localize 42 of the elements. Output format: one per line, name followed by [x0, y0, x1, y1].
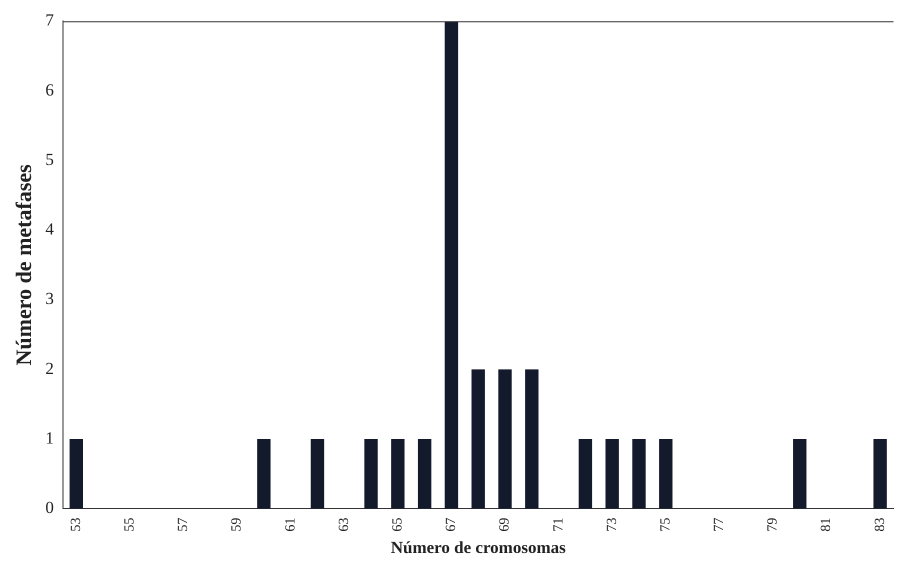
- bar: [472, 369, 485, 509]
- y-tick-label: 6: [45, 80, 54, 100]
- bar: [605, 438, 619, 509]
- y-tick-label: 3: [45, 289, 54, 308]
- x-tick-label: 73: [604, 518, 620, 532]
- y-tick-label: 0: [45, 498, 54, 518]
- x-tick-label: 65: [390, 518, 406, 532]
- bar: [873, 438, 887, 509]
- x-tick-label: 79: [766, 518, 781, 532]
- bar: [444, 21, 458, 509]
- y-tick-label: 7: [45, 10, 54, 30]
- y-tick-label: 5: [45, 150, 54, 169]
- x-tick-label: 57: [176, 518, 192, 532]
- x-tick-label: 55: [122, 518, 138, 532]
- bar: [391, 438, 405, 509]
- bar: [525, 369, 539, 509]
- bar: [418, 438, 432, 509]
- x-tick-label: 69: [498, 518, 513, 532]
- y-tick-label: 2: [45, 358, 54, 378]
- bar: [364, 438, 378, 509]
- x-tick-label: 71: [551, 518, 566, 532]
- bar: [70, 438, 83, 509]
- bar: [632, 438, 646, 509]
- x-tick-label: 81: [819, 518, 834, 532]
- x-tick-label: 75: [658, 518, 674, 532]
- x-axis-title: Número de cromosomas: [390, 538, 566, 558]
- y-axis-title: Número de metafases: [10, 164, 36, 366]
- bar: [310, 438, 324, 509]
- x-tick-label: 67: [444, 518, 460, 532]
- bar: [257, 438, 271, 509]
- x-tick-label: 63: [336, 518, 352, 532]
- y-tick-label: 1: [45, 428, 54, 448]
- x-tick-label: 59: [230, 518, 245, 532]
- x-tick-label: 77: [712, 518, 728, 532]
- y-tick-label: 4: [45, 220, 54, 239]
- x-tick-label: 83: [872, 518, 888, 532]
- bar: [659, 438, 672, 509]
- bar: [498, 369, 512, 509]
- x-tick-label: 61: [283, 518, 298, 532]
- bar: [793, 438, 806, 509]
- x-tick-label: 53: [68, 518, 84, 532]
- bar: [578, 438, 592, 509]
